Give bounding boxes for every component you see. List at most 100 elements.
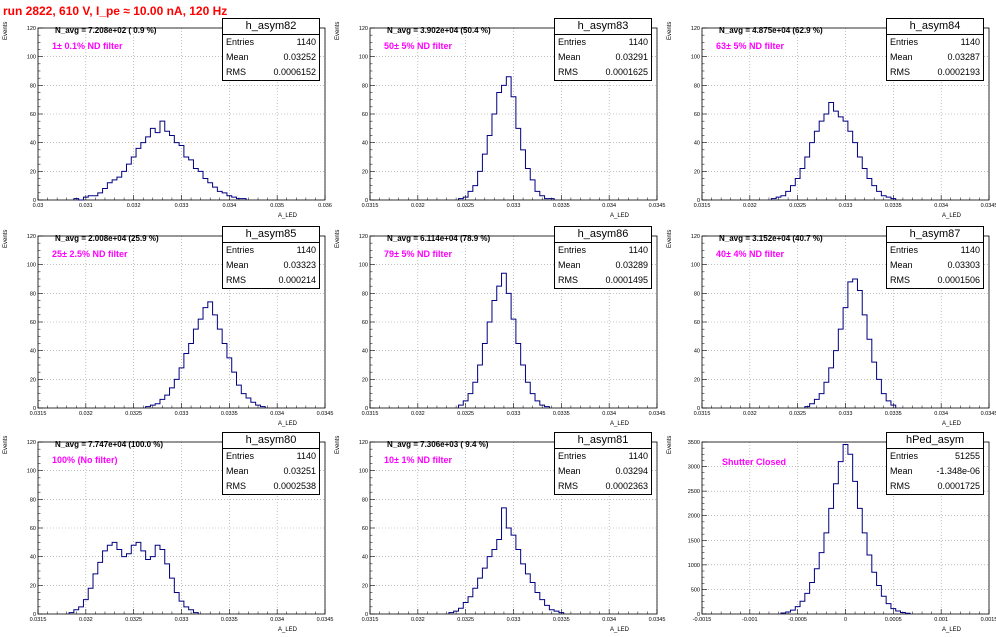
x-tick-label: 0.0335 <box>553 617 570 623</box>
histogram-bin <box>877 379 882 408</box>
stats-row-rms: RMS 0.0001495 <box>555 273 651 288</box>
stats-title: hPed_asym <box>887 433 983 449</box>
histogram-bin <box>549 610 554 614</box>
histogram-bin <box>112 180 117 200</box>
histogram-bin <box>800 601 805 614</box>
rms-label: RMS <box>226 481 246 491</box>
stats-row-mean: Mean -1.348e-06 <box>887 464 983 479</box>
stats-row-rms: RMS 0.000214 <box>223 273 319 288</box>
histogram-plot: 0.0315 0.032 0.0325 0.033 0.0335 0.034 0.0345 0… <box>27 234 334 417</box>
entries-value: 1140 <box>296 245 316 255</box>
histogram-plot: 0.0315 0.032 0.0325 0.033 0.0335 0.034 0.0345 0… <box>27 440 334 623</box>
rms-value: 0.0001725 <box>937 481 980 491</box>
x-tick-label: 0.032 <box>743 203 757 209</box>
x-tick-label: 0.032 <box>411 203 425 209</box>
mean-label: Mean <box>226 52 249 62</box>
histogram-bin <box>819 553 824 614</box>
x-tick-label: 0.034 <box>602 617 616 623</box>
histogram-bin <box>834 484 839 614</box>
stats-row-rms: RMS 0.0001625 <box>555 65 651 80</box>
histogram-bin <box>805 593 810 614</box>
stats-box: h_asym86 Entries 1140 Mean 0.03289 RMS 0… <box>554 226 652 289</box>
histogram-bin <box>877 191 882 200</box>
histogram-bin <box>521 150 526 200</box>
histogram-bin <box>867 555 872 614</box>
histogram-bin <box>862 533 867 614</box>
histogram-bin <box>478 171 483 200</box>
y-tick-label: 20 <box>362 377 368 383</box>
y-tick-label: 100 <box>359 469 368 475</box>
y-tick-label: 120 <box>691 26 700 32</box>
histogram-bin <box>179 146 184 200</box>
histogram-bin <box>795 179 800 201</box>
histogram-bin <box>222 344 227 409</box>
histogram-bin <box>98 193 103 200</box>
y-tick-label: 3500 <box>688 440 700 446</box>
histogram-bin <box>781 196 786 200</box>
histogram-bin <box>184 157 189 200</box>
rms-label: RMS <box>226 275 246 285</box>
histogram-bin <box>487 136 492 201</box>
histogram-bin <box>232 372 237 408</box>
histogram-bin <box>179 368 184 408</box>
stats-title: h_asym87 <box>887 227 983 243</box>
histogram-bin <box>487 557 492 614</box>
histogram-bin <box>497 539 502 614</box>
histogram-bin <box>824 533 829 614</box>
y-tick-label: 100 <box>27 55 36 61</box>
stats-row-mean: Mean 0.03289 <box>555 258 651 273</box>
y-tick-label: 20 <box>362 169 368 175</box>
x-axis-label: A_LED <box>942 627 962 633</box>
x-tick-label: 0.032 <box>411 617 425 623</box>
x-tick-label: 0.032 <box>743 411 757 417</box>
stats-row-rms: RMS 0.0002363 <box>555 479 651 494</box>
histogram-bin <box>886 604 891 614</box>
filter-label: 100% (No filter) <box>52 455 118 465</box>
histogram-bin <box>117 550 122 615</box>
histogram-bin <box>227 358 232 408</box>
y-tick-label: 120 <box>691 234 700 240</box>
histogram-bin <box>174 593 179 615</box>
histogram-bin <box>237 385 242 408</box>
histogram-bin <box>198 171 203 200</box>
y-tick-label: 80 <box>362 83 368 89</box>
filter-label: 63± 5% ND filter <box>716 41 784 51</box>
y-tick-label: 20 <box>30 169 36 175</box>
histogram-bin <box>174 379 179 408</box>
histogram-bin <box>122 171 127 200</box>
histogram-bin <box>473 588 478 614</box>
stats-row-entries: Entries 1140 <box>223 35 319 50</box>
histogram-bin <box>487 322 492 408</box>
y-tick-label: 0 <box>365 612 368 618</box>
histogram-bin <box>506 293 511 408</box>
histogram-bin <box>189 344 194 409</box>
y-tick-label: 0 <box>697 612 700 618</box>
filter-label: 10± 1% ND filter <box>384 455 452 465</box>
histogram-bin <box>525 382 530 408</box>
histogram-bin <box>208 183 213 200</box>
histogram-bin <box>165 131 170 200</box>
histogram-bin <box>843 308 848 408</box>
rms-label: RMS <box>558 275 578 285</box>
histogram-bin <box>492 550 497 615</box>
x-tick-label: 0.033 <box>507 411 521 417</box>
histogram-bin <box>540 196 545 200</box>
histogram-series-line <box>457 76 555 200</box>
histogram-bin <box>838 462 843 614</box>
y-tick-label: 120 <box>359 440 368 446</box>
x-tick-label: 0.034 <box>602 411 616 417</box>
histogram-bin <box>463 603 468 614</box>
histogram-bin <box>535 593 540 615</box>
histogram-bin <box>103 551 108 614</box>
stats-box: h_asym81 Entries 1140 Mean 0.03294 RMS 0… <box>554 432 652 495</box>
stats-row-entries: Entries 1140 <box>223 243 319 258</box>
histogram-bin <box>511 97 516 200</box>
stats-box: h_asym84 Entries 1140 Mean 0.03287 RMS 0… <box>886 18 984 81</box>
histogram-bin <box>141 143 146 200</box>
y-tick-label: 40 <box>362 141 368 147</box>
y-tick-label: 20 <box>694 169 700 175</box>
x-tick-label: 0.0325 <box>457 617 474 623</box>
y-tick-label: 120 <box>359 234 368 240</box>
y-tick-label: 60 <box>694 112 700 118</box>
histogram-bin <box>165 395 170 408</box>
